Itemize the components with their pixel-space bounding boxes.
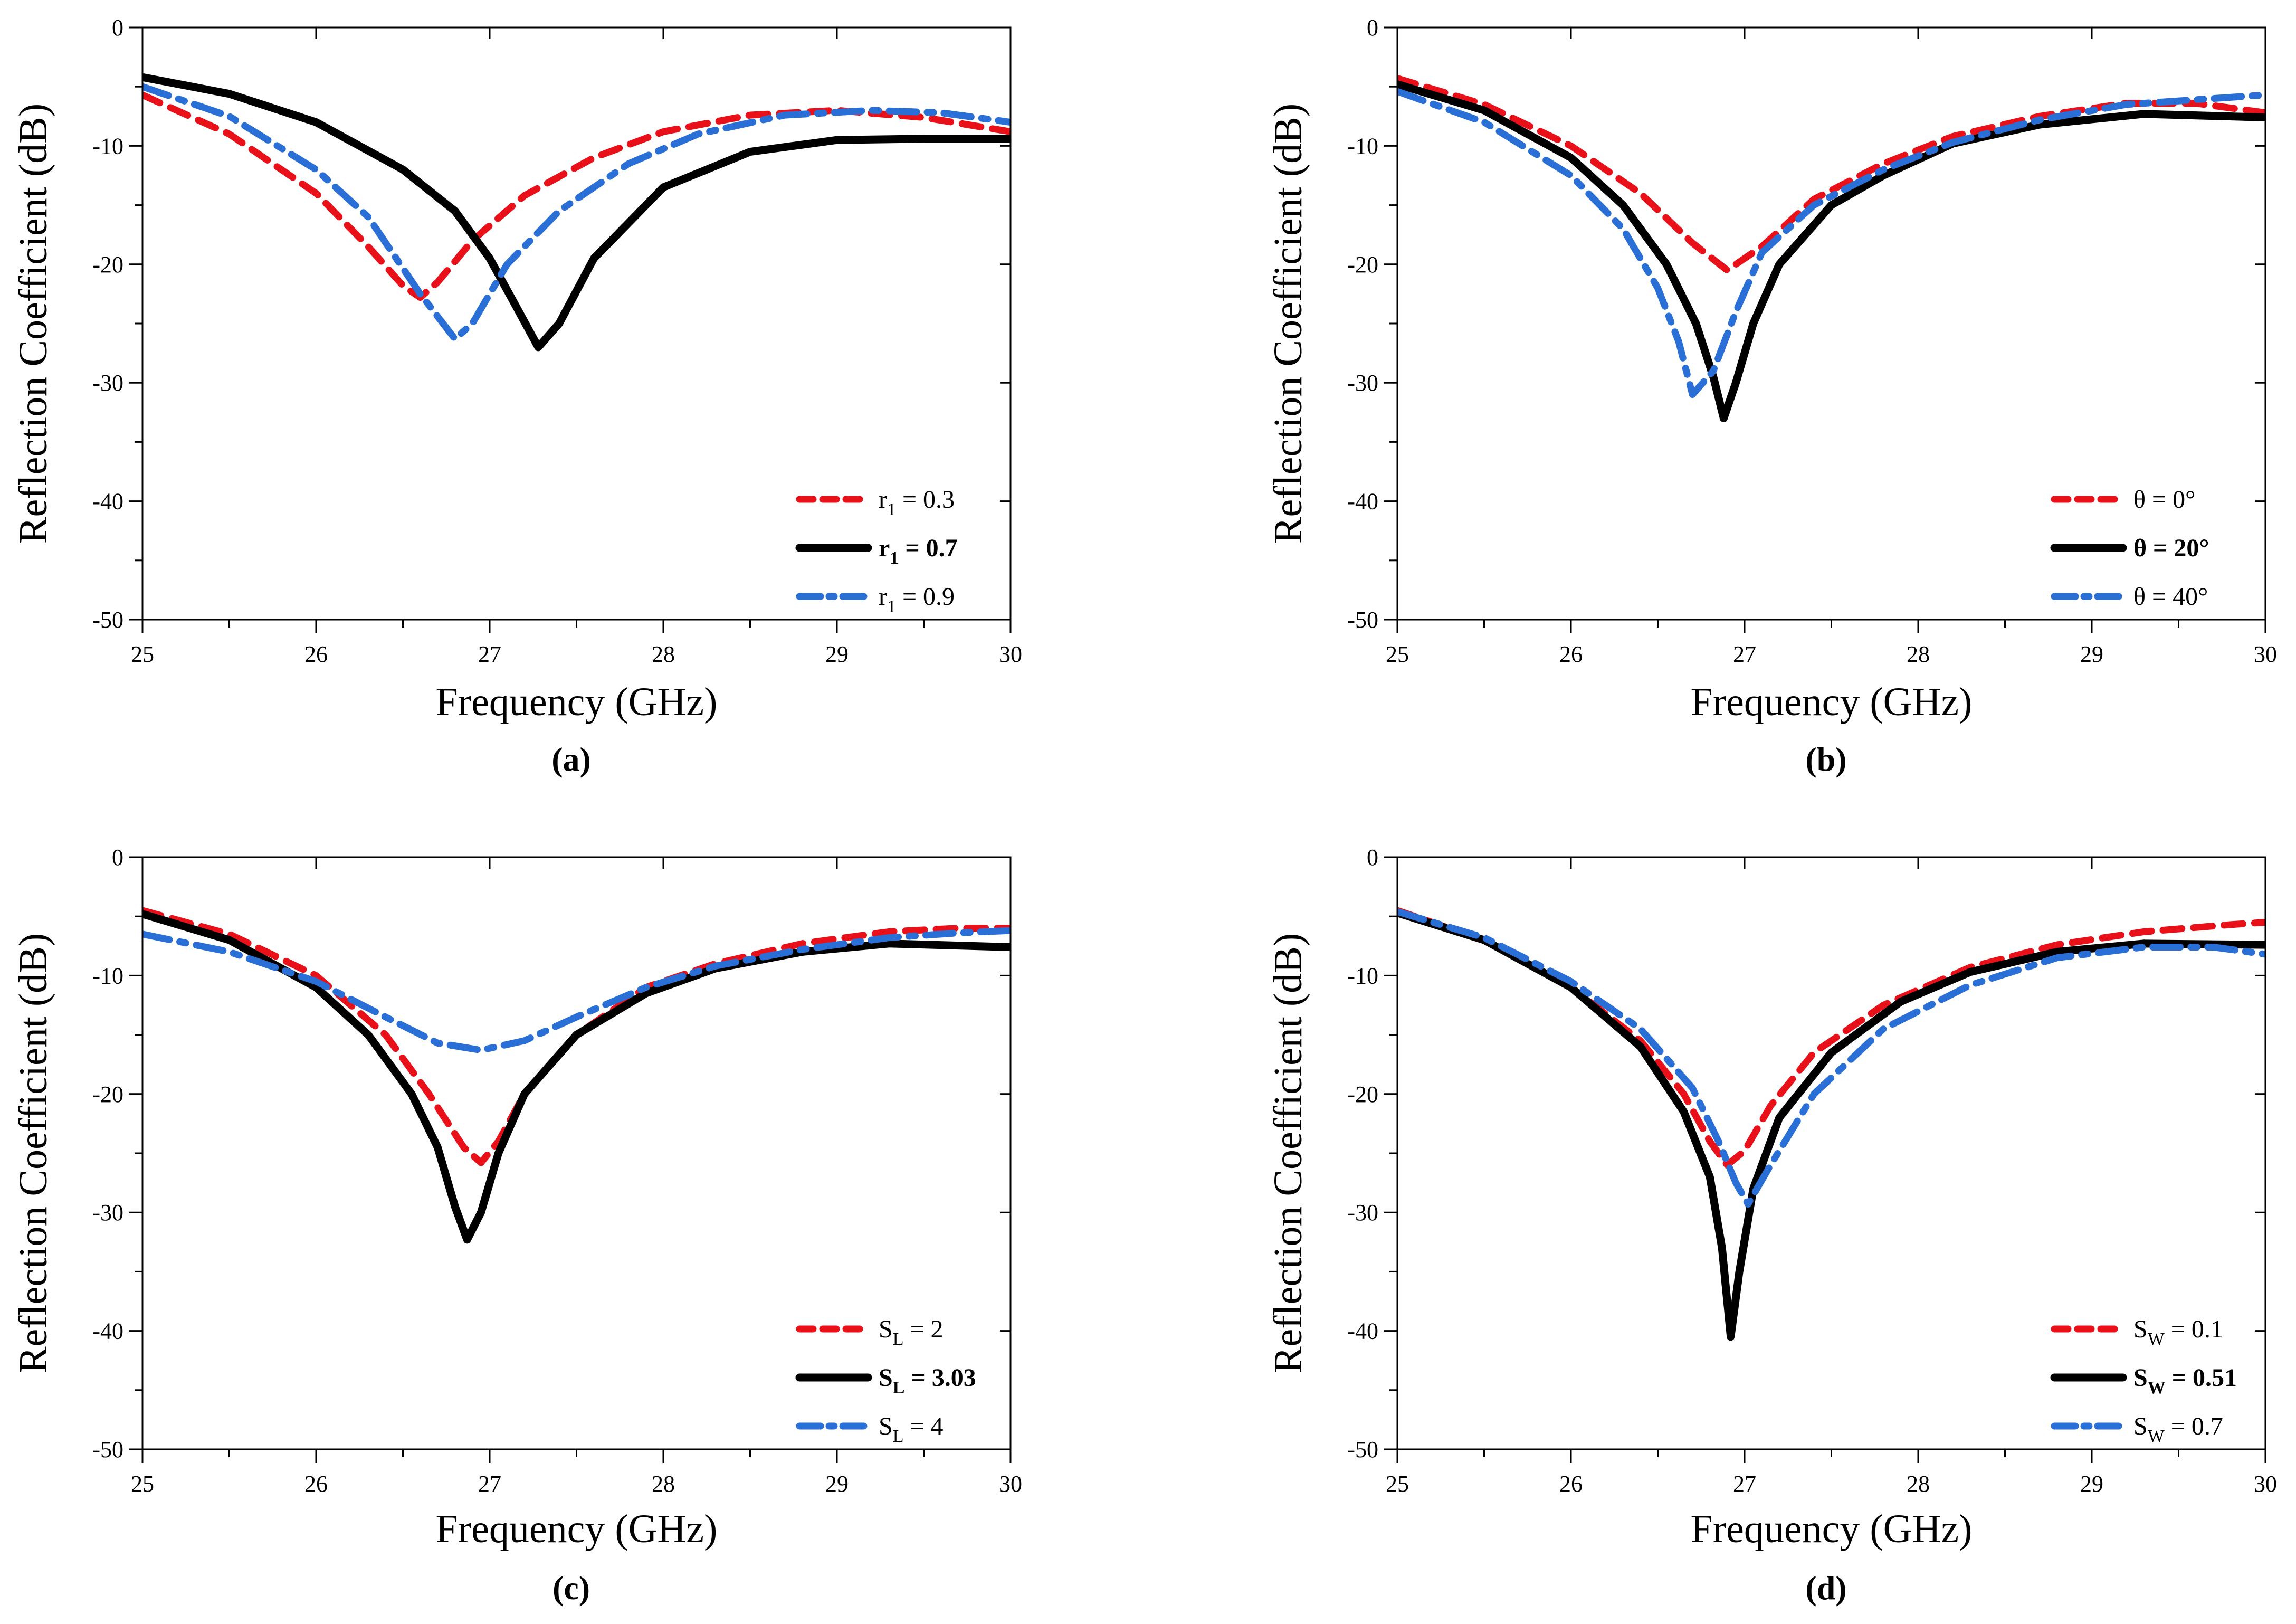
y-tick-label: -50 (1347, 1437, 1378, 1462)
y-tick-label: -40 (1347, 489, 1378, 515)
legend-label-2: r1 = 0.7 (879, 534, 958, 568)
y-tick-label: -40 (1347, 1318, 1378, 1344)
x-tick-label: 26 (1559, 1471, 1583, 1497)
x-tick-label: 28 (1907, 641, 1930, 667)
legend: SL = 2 SL = 3.03 SL = 4 (795, 1315, 976, 1446)
panel-label: (d) (1805, 1569, 1846, 1607)
legend-label-2: θ = 20° (2133, 534, 2209, 562)
x-tick-label: 29 (2080, 1471, 2103, 1497)
legend-label-3: SL = 4 (879, 1412, 944, 1446)
y-axis-title: Reflection Coefficient (dB) (1266, 103, 1310, 544)
chart-panel-4: 25 26 27 28 29 30 0 -10 -20 -30 -40 -50 Frequency (G… (1266, 844, 2277, 1607)
y-tick-label: 0 (1367, 844, 1378, 870)
series-line-3 (142, 927, 1011, 1054)
chart-panel-2: 25 26 27 28 29 30 0 -10 -20 -30 -40 -50 Frequency (G… (1266, 15, 2277, 778)
x-tick-label: 30 (2254, 1471, 2277, 1497)
y-tick-label: 0 (1367, 15, 1378, 41)
panel-label: (a) (551, 740, 591, 778)
x-tick-label: 27 (478, 641, 501, 667)
legend: SW = 0.1 SW = 0.51 SW = 0.7 (2050, 1315, 2237, 1446)
series-line-2 (1397, 80, 2265, 422)
x-tick-label: 28 (1907, 1471, 1930, 1497)
x-tick-label: 30 (999, 1471, 1022, 1497)
y-tick-label: -30 (92, 1200, 123, 1226)
y-axis-title: Reflection Coefficient (dB) (11, 933, 55, 1373)
x-tick-label: 25 (1386, 1471, 1409, 1497)
y-tick-label: -50 (92, 1437, 123, 1462)
y-tick-label: -30 (1347, 370, 1378, 396)
legend: r1 = 0.3 r1 = 0.7 r1 = 0.9 (795, 486, 958, 616)
y-axis-title: Reflection Coefficient (dB) (11, 103, 55, 544)
legend-label-1: θ = 0° (2133, 486, 2195, 514)
series-line-3 (1397, 88, 2265, 398)
chart-panel-3: 25 26 27 28 29 30 0 -10 -20 -30 -40 -50 Frequency (G… (11, 844, 1022, 1607)
x-tick-label: 26 (304, 1471, 328, 1497)
y-tick-label: -10 (92, 133, 123, 159)
series-line-2 (142, 910, 1011, 1244)
y-tick-label: -10 (1347, 963, 1378, 989)
x-tick-label: 29 (2080, 641, 2103, 667)
series-line-3 (1397, 908, 2265, 1208)
y-tick-label: -40 (92, 489, 123, 515)
x-tick-label: 30 (999, 641, 1022, 667)
series-line-3 (142, 83, 1011, 343)
y-tick-label: -20 (92, 252, 123, 278)
y-tick-label: 0 (112, 15, 123, 41)
legend-label-3: θ = 40° (2133, 583, 2208, 611)
x-tick-label: 25 (131, 1471, 154, 1497)
x-tick-label: 27 (478, 1471, 501, 1497)
y-tick-label: -50 (92, 607, 123, 633)
x-tick-label: 29 (825, 641, 849, 667)
x-tick-label: 28 (652, 641, 675, 667)
chart-panel-1: 25 26 27 28 29 30 0 -10 -20 -30 -40 -50 Frequency (G… (11, 15, 1022, 778)
series-line-1 (1397, 75, 2265, 274)
legend-label-1: SL = 2 (879, 1315, 944, 1349)
legend-label-2: SL = 3.03 (879, 1364, 976, 1398)
x-axis-title: Frequency (GHz) (1691, 680, 1973, 724)
series-line-2 (142, 73, 1011, 352)
x-tick-label: 29 (825, 1471, 849, 1497)
panel-label: (c) (552, 1569, 590, 1607)
panel-label: (b) (1805, 740, 1846, 778)
x-tick-label: 26 (1559, 641, 1583, 667)
y-tick-label: 0 (112, 844, 123, 870)
y-tick-label: -40 (92, 1318, 123, 1344)
x-tick-label: 28 (652, 1471, 675, 1497)
x-axis-title: Frequency (GHz) (1691, 1507, 1973, 1551)
legend: θ = 0° θ = 20° θ = 40° (2050, 486, 2209, 611)
legend-label-3: r1 = 0.9 (879, 583, 955, 616)
legend-label-1: r1 = 0.3 (879, 486, 955, 519)
y-tick-label: -20 (1347, 1081, 1378, 1107)
series-line-2 (1397, 909, 2265, 1341)
x-axis-title: Frequency (GHz) (436, 680, 718, 724)
y-tick-label: -50 (1347, 607, 1378, 633)
y-tick-label: -20 (1347, 252, 1378, 278)
x-tick-label: 30 (2254, 641, 2277, 667)
y-tick-label: -30 (1347, 1200, 1378, 1226)
x-tick-label: 26 (304, 641, 328, 667)
x-tick-label: 27 (1733, 1471, 1756, 1497)
x-tick-label: 27 (1733, 641, 1756, 667)
y-tick-label: -30 (92, 370, 123, 396)
legend-label-1: SW = 0.1 (2133, 1315, 2223, 1349)
x-axis-title: Frequency (GHz) (436, 1507, 718, 1551)
x-tick-label: 25 (131, 641, 154, 667)
legend-label-2: SW = 0.51 (2133, 1364, 2237, 1398)
y-tick-label: -10 (1347, 133, 1378, 159)
legend-label-3: SW = 0.7 (2133, 1412, 2223, 1446)
y-axis-title: Reflection Coefficient (dB) (1266, 933, 1310, 1373)
y-tick-label: -20 (92, 1081, 123, 1107)
x-tick-label: 25 (1386, 641, 1409, 667)
y-tick-label: -10 (92, 963, 123, 989)
